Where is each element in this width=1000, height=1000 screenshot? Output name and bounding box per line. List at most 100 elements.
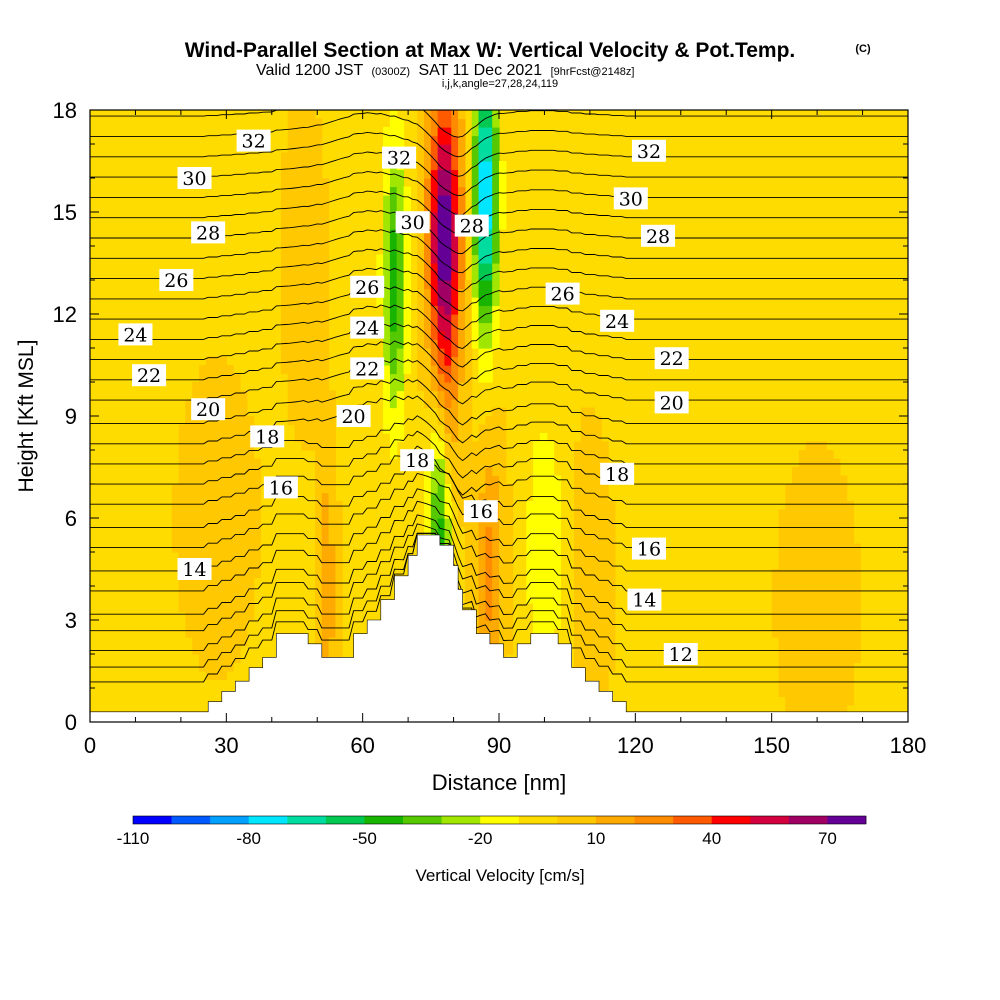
velocity-cell: [437, 271, 446, 281]
velocity-cell: [458, 501, 466, 511]
velocity-cell: [798, 552, 807, 562]
velocity-cell: [839, 696, 848, 706]
velocity-cell: [853, 569, 861, 579]
velocity-cell: [430, 229, 439, 239]
velocity-cell: [328, 416, 336, 426]
velocity-cell: [846, 628, 855, 638]
velocity-cell: [580, 424, 589, 434]
velocity-cell: [403, 314, 411, 324]
velocity-cell: [219, 586, 227, 596]
velocity-cell: [396, 288, 405, 298]
velocity-cell: [308, 110, 316, 120]
velocity-cell: [199, 475, 207, 485]
velocity-cell: [594, 450, 602, 460]
velocity-cell: [798, 450, 807, 460]
velocity-cell: [587, 492, 596, 502]
velocity-cell: [812, 492, 820, 502]
velocity-cell: [505, 569, 514, 579]
velocity-cell: [819, 441, 827, 451]
velocity-cell: [778, 688, 786, 698]
contour-label: 32: [382, 146, 417, 170]
velocity-cell: [437, 220, 446, 230]
velocity-cell: [301, 322, 309, 332]
velocity-cell: [573, 509, 582, 519]
velocity-cell: [812, 603, 820, 613]
velocity-cell: [321, 331, 330, 341]
velocity-cell: [819, 620, 827, 630]
y-axis-label: Height [Kft MSL]: [15, 340, 38, 493]
y-tick-label: 15: [53, 200, 77, 225]
velocity-cell: [233, 373, 241, 383]
velocity-cell: [178, 484, 187, 494]
velocity-cell: [430, 263, 439, 273]
velocity-cell: [471, 169, 480, 179]
velocity-cell: [826, 560, 834, 570]
velocity-cell: [287, 110, 296, 120]
velocity-cell: [287, 373, 296, 383]
contour-label: 24: [350, 316, 385, 340]
velocity-cell: [294, 186, 302, 196]
velocity-cell: [239, 501, 248, 511]
velocity-cell: [580, 518, 589, 528]
velocity-cell: [308, 416, 316, 426]
velocity-cell: [451, 475, 459, 485]
velocity-cell: [389, 331, 398, 341]
velocity-cell: [778, 671, 786, 681]
velocity-cell: [485, 611, 493, 621]
velocity-cell: [546, 543, 555, 553]
velocity-cell: [478, 263, 486, 273]
velocity-cell: [199, 654, 207, 664]
velocity-cell: [594, 594, 602, 604]
velocity-cell: [798, 467, 807, 477]
velocity-cell: [314, 594, 323, 604]
valid-prefix: Valid 1200 JST: [256, 62, 364, 79]
velocity-cell: [280, 280, 289, 290]
velocity-cell: [553, 484, 561, 494]
velocity-cell: [185, 484, 193, 494]
velocity-cell: [437, 178, 446, 188]
velocity-cell: [499, 433, 507, 443]
velocity-cell: [437, 127, 446, 137]
velocity-cell: [314, 552, 323, 562]
velocity-cell: [539, 586, 548, 596]
velocity-cell: [478, 458, 486, 468]
velocity-cell: [846, 552, 855, 562]
velocity-cell: [839, 594, 848, 604]
velocity-cell: [533, 560, 541, 570]
velocity-cell: [464, 441, 473, 451]
velocity-cell: [580, 628, 589, 638]
velocity-cell: [192, 433, 200, 443]
velocity-cell: [314, 467, 323, 477]
velocity-cell: [492, 518, 500, 528]
velocity-cell: [819, 501, 827, 511]
isentrope-line: [90, 267, 908, 312]
contour-label: 32: [236, 129, 271, 153]
velocity-cell: [458, 280, 466, 290]
velocity-cell: [321, 552, 330, 562]
velocity-cell: [294, 144, 302, 154]
velocity-cell: [321, 399, 330, 409]
contour-label-box: [600, 309, 635, 332]
velocity-cell: [792, 620, 800, 630]
velocity-cell: [846, 637, 855, 647]
velocity-cell: [430, 271, 439, 281]
velocity-cell: [389, 195, 398, 205]
colorbar: -110 -80 -50 -20 10 40 70: [117, 815, 867, 848]
velocity-cell: [798, 518, 807, 528]
contour-label: 28: [454, 214, 489, 238]
velocity-cell: [437, 161, 446, 171]
velocity-cell: [458, 169, 466, 179]
velocity-cell: [833, 518, 841, 528]
velocity-cell: [471, 535, 480, 545]
velocity-cell: [792, 475, 800, 485]
velocity-cell: [778, 628, 786, 638]
velocity-cell: [533, 501, 541, 511]
velocity-cell: [587, 569, 596, 579]
velocity-cell: [301, 144, 309, 154]
velocity-cell: [792, 552, 800, 562]
velocity-cell: [451, 450, 459, 460]
velocity-cell: [396, 203, 405, 213]
velocity-cell: [458, 441, 466, 451]
velocity-cell: [458, 135, 466, 145]
velocity-cell: [233, 569, 241, 579]
